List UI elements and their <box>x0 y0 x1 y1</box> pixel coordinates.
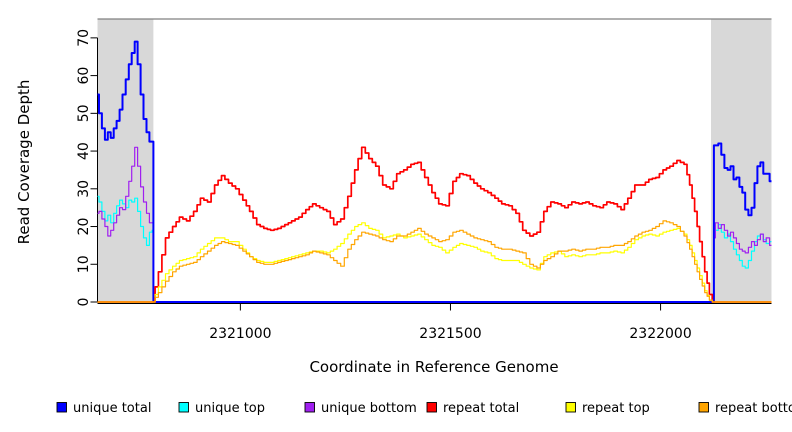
series-unique-top <box>97 195 772 303</box>
legend-marker-unique-total <box>56 402 67 413</box>
chart-legend: unique total unique top unique bottom repea… <box>56 401 792 416</box>
legend-item-repeat-top: repeat top <box>565 401 650 416</box>
legend-label-repeat-bottom: repeat bottom <box>715 401 792 416</box>
y-tick-label: 20 <box>76 218 92 236</box>
legend-label-unique-bottom: unique bottom <box>321 401 417 416</box>
x-tick-label: 2322000 <box>629 326 691 342</box>
legend-item-unique-bottom: unique bottom <box>304 401 417 416</box>
plot-area: 2321000 2321500 2322000 0 10 20 30 40 50 60 70 <box>76 18 772 342</box>
y-tick-label: 70 <box>76 29 92 47</box>
legend-item-repeat-bottom: repeat bottom <box>698 401 792 416</box>
y-axis-title: Read Coverage Depth <box>15 80 33 245</box>
series-repeat-top <box>97 222 772 303</box>
legend-marker-repeat-top <box>565 402 576 413</box>
y-tick-label: 30 <box>76 180 92 198</box>
legend-label-repeat-top: repeat top <box>582 401 650 416</box>
series-repeat-bottom <box>97 220 772 303</box>
legend-item-unique-top: unique top <box>178 401 265 416</box>
x-tick-label: 2321500 <box>419 326 481 342</box>
legend-item-unique-total: unique total <box>56 401 151 416</box>
shaded-region-left <box>97 19 154 304</box>
legend-label-unique-top: unique top <box>195 401 265 416</box>
legend-marker-unique-bottom <box>304 402 315 413</box>
y-tick-label: 50 <box>76 104 92 122</box>
series-unique-total <box>97 40 772 303</box>
legend-label-unique-total: unique total <box>73 401 151 416</box>
x-axis-title: Coordinate in Reference Genome <box>309 358 558 376</box>
legend-marker-unique-top <box>178 402 189 413</box>
legend-marker-repeat-bottom <box>698 402 709 413</box>
y-tick-label: 10 <box>76 255 92 273</box>
shaded-region-right <box>710 19 772 304</box>
y-axis: 0 10 20 30 40 50 60 70 <box>76 29 98 307</box>
y-tick-label: 60 <box>76 67 92 85</box>
y-tick-label: 40 <box>76 142 92 160</box>
series-repeat-total <box>97 146 772 303</box>
legend-item-repeat-total: repeat total <box>426 401 519 416</box>
x-axis: 2321000 2321500 2322000 <box>97 303 772 342</box>
series-unique-bottom <box>97 146 772 303</box>
y-tick-label: 0 <box>76 298 92 307</box>
x-tick-label: 2321000 <box>209 326 271 342</box>
legend-marker-repeat-total <box>426 402 437 413</box>
legend-label-repeat-total: repeat total <box>443 401 519 416</box>
